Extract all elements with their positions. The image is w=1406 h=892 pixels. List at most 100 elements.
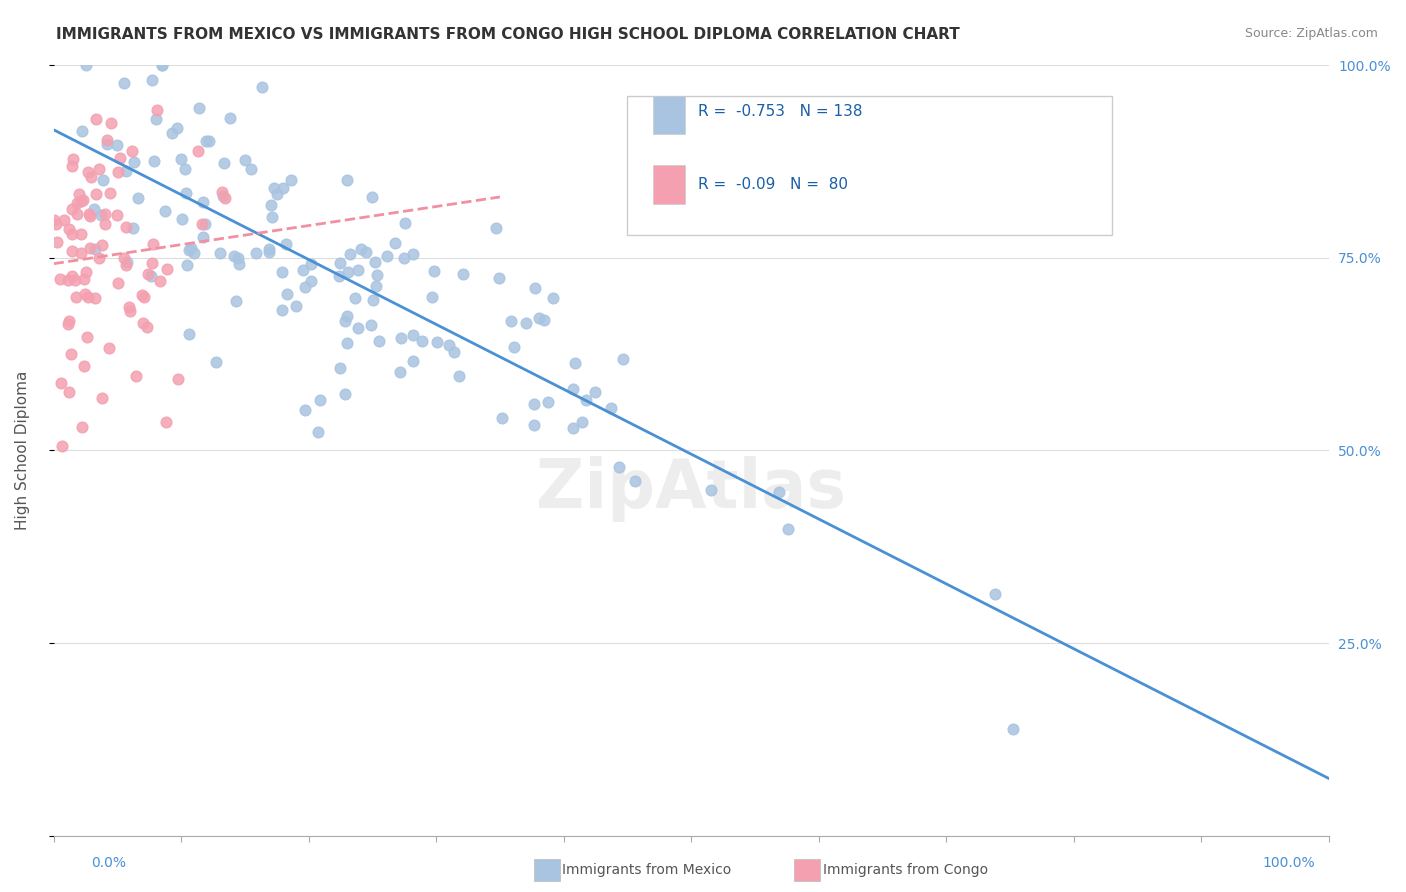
Point <box>259 245 281 260</box>
Point <box>623 474 645 488</box>
Point <box>112 76 135 90</box>
Point <box>420 290 443 304</box>
Point <box>274 237 297 252</box>
Point <box>187 144 209 158</box>
Point <box>292 262 315 277</box>
Point <box>401 327 423 342</box>
Point <box>141 73 163 87</box>
Point <box>150 58 173 72</box>
Text: Source: ZipAtlas.com: Source: ZipAtlas.com <box>1244 27 1378 40</box>
Text: 100.0%: 100.0% <box>1263 855 1315 870</box>
Point <box>84 186 107 201</box>
Point <box>336 265 359 279</box>
Point <box>188 101 211 115</box>
Point <box>49 376 72 390</box>
Point <box>280 173 302 187</box>
Point <box>194 134 217 148</box>
Point <box>392 251 415 265</box>
Point <box>191 195 214 210</box>
Point <box>149 274 172 288</box>
Text: Immigrants from Congo: Immigrants from Congo <box>823 863 987 877</box>
Point <box>214 191 236 205</box>
Point <box>141 269 163 284</box>
Point <box>212 156 235 170</box>
Point <box>114 164 136 178</box>
Point <box>364 254 387 268</box>
Point <box>443 345 465 359</box>
Point <box>170 211 193 226</box>
Point <box>132 290 155 304</box>
Point <box>599 401 621 416</box>
Point <box>173 162 195 177</box>
Point <box>411 334 433 349</box>
Y-axis label: High School Diploma: High School Diploma <box>15 371 30 530</box>
Point <box>259 197 281 211</box>
Point <box>166 120 188 135</box>
Point <box>69 227 91 242</box>
Point <box>523 418 546 433</box>
Point <box>309 392 332 407</box>
Point <box>384 235 406 250</box>
Point <box>100 116 122 130</box>
Point <box>276 287 298 301</box>
Point <box>70 420 93 434</box>
Point <box>607 460 630 475</box>
Point <box>58 313 80 327</box>
Point <box>240 161 263 176</box>
Point <box>84 112 107 126</box>
Point <box>70 124 93 138</box>
Point <box>66 207 89 221</box>
Point <box>115 258 138 272</box>
Point <box>91 392 114 406</box>
Point <box>91 173 114 187</box>
Point <box>333 314 356 328</box>
Point <box>336 335 359 350</box>
Point <box>90 208 112 222</box>
Point <box>198 135 221 149</box>
Point <box>488 271 510 285</box>
Point <box>499 314 522 328</box>
Point <box>299 274 322 288</box>
Point <box>141 256 163 270</box>
Point <box>77 207 100 221</box>
Point <box>562 382 585 396</box>
Point <box>571 415 593 429</box>
Point <box>523 397 546 411</box>
Point <box>155 204 177 219</box>
Point <box>162 126 184 140</box>
Point <box>107 165 129 179</box>
Point <box>84 242 107 256</box>
Point <box>235 153 257 168</box>
Point <box>174 186 197 200</box>
Point <box>76 330 98 344</box>
Point <box>136 267 159 281</box>
Point <box>60 244 83 258</box>
Point <box>105 208 128 222</box>
Point <box>422 264 444 278</box>
Point <box>219 111 242 125</box>
Point <box>347 320 370 334</box>
Point <box>336 309 359 323</box>
Point <box>79 241 101 255</box>
Point <box>122 155 145 169</box>
Point <box>329 360 352 375</box>
Point <box>368 334 391 348</box>
Point <box>142 237 165 252</box>
Point <box>360 190 382 204</box>
Point <box>426 335 449 350</box>
Point <box>145 112 167 127</box>
Point <box>503 340 526 354</box>
Point <box>226 252 249 266</box>
Point <box>83 291 105 305</box>
Point <box>329 256 352 270</box>
Point <box>176 258 198 272</box>
Point <box>583 384 606 399</box>
Point <box>66 196 89 211</box>
Point <box>75 58 97 72</box>
Point <box>350 242 373 256</box>
Text: R =  -0.753   N = 138: R = -0.753 N = 138 <box>697 103 862 119</box>
Text: 0.0%: 0.0% <box>91 855 127 870</box>
Point <box>69 194 91 208</box>
Point <box>127 192 149 206</box>
Point <box>339 247 361 261</box>
